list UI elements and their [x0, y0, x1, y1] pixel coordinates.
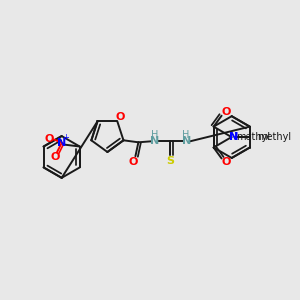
Text: O: O: [129, 157, 138, 167]
Text: N: N: [229, 132, 238, 142]
Text: N: N: [229, 132, 238, 142]
Text: O: O: [116, 112, 125, 122]
Text: methyl: methyl: [257, 132, 292, 142]
Text: O: O: [222, 107, 231, 117]
Text: H: H: [182, 130, 190, 140]
Text: methyl: methyl: [236, 132, 271, 142]
Text: N: N: [57, 137, 67, 148]
Text: N: N: [150, 136, 159, 146]
Text: methyl: methyl: [247, 136, 252, 138]
Text: N: N: [182, 136, 191, 146]
Text: H: H: [151, 130, 158, 140]
Text: +: +: [62, 133, 69, 142]
Text: O: O: [222, 158, 231, 167]
Text: O: O: [44, 134, 54, 144]
Text: S: S: [166, 156, 174, 166]
Text: O: O: [50, 152, 60, 163]
